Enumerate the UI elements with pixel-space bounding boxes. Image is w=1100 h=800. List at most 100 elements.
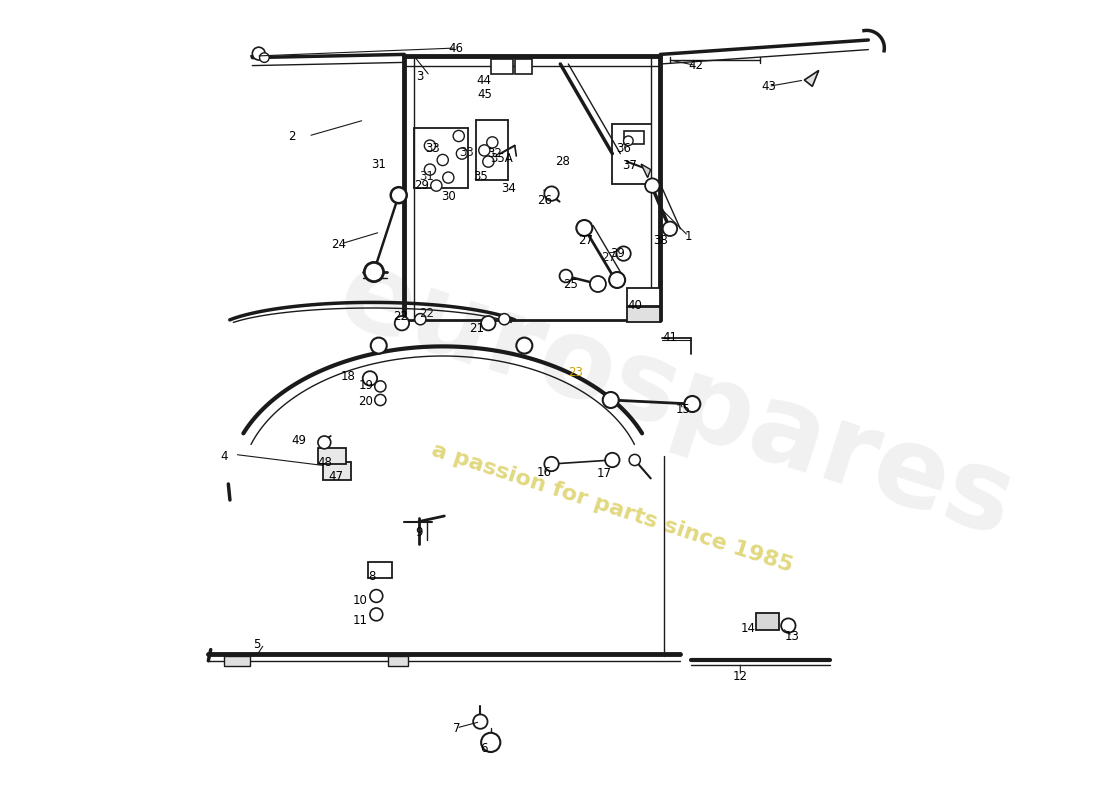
Text: 35: 35 <box>473 170 487 182</box>
Circle shape <box>605 453 619 467</box>
Circle shape <box>456 148 468 159</box>
Circle shape <box>375 381 386 392</box>
Bar <box>627 288 660 306</box>
Circle shape <box>252 47 265 60</box>
Text: 35A: 35A <box>491 152 514 165</box>
Circle shape <box>486 137 498 148</box>
Text: 43: 43 <box>761 80 776 93</box>
Text: 12: 12 <box>733 670 748 682</box>
Circle shape <box>684 396 701 412</box>
Text: 11: 11 <box>353 614 367 626</box>
Text: 38: 38 <box>653 234 668 246</box>
Bar <box>322 462 351 480</box>
Text: 45: 45 <box>477 88 492 101</box>
Polygon shape <box>641 164 651 178</box>
Circle shape <box>425 140 436 151</box>
Text: 49: 49 <box>292 434 306 446</box>
Circle shape <box>425 164 436 175</box>
Circle shape <box>363 371 377 386</box>
Circle shape <box>609 272 625 288</box>
Text: 21: 21 <box>469 322 484 334</box>
Text: 5: 5 <box>253 638 260 650</box>
Circle shape <box>431 180 442 191</box>
Bar <box>388 656 408 666</box>
Text: 39: 39 <box>610 247 626 260</box>
Text: 23: 23 <box>568 366 583 378</box>
Circle shape <box>415 314 426 325</box>
Text: 44: 44 <box>476 74 492 86</box>
Text: a passion for parts since 1985: a passion for parts since 1985 <box>429 440 795 576</box>
Text: 31: 31 <box>372 158 386 170</box>
Circle shape <box>603 392 618 408</box>
Text: 1: 1 <box>684 230 692 242</box>
Text: 16: 16 <box>537 466 552 478</box>
Text: 34: 34 <box>500 182 516 194</box>
Circle shape <box>364 262 384 282</box>
Text: 47: 47 <box>329 470 344 482</box>
Circle shape <box>590 276 606 292</box>
Bar <box>224 656 250 666</box>
Text: 33: 33 <box>460 146 474 158</box>
Text: 31: 31 <box>419 170 435 182</box>
Circle shape <box>370 608 383 621</box>
Circle shape <box>544 457 559 471</box>
Circle shape <box>442 172 454 183</box>
Text: 8: 8 <box>368 570 376 582</box>
Text: 15: 15 <box>675 403 690 416</box>
Circle shape <box>483 156 494 167</box>
Text: 41: 41 <box>662 331 678 344</box>
Bar <box>368 562 393 578</box>
Circle shape <box>616 246 630 261</box>
Text: 36: 36 <box>616 142 631 154</box>
Circle shape <box>516 338 532 354</box>
Circle shape <box>481 316 495 330</box>
Circle shape <box>645 178 660 193</box>
Text: 2: 2 <box>288 130 296 142</box>
Text: 28: 28 <box>556 155 570 168</box>
Polygon shape <box>804 70 818 86</box>
Text: 32: 32 <box>487 147 503 160</box>
Circle shape <box>478 145 490 156</box>
Circle shape <box>781 618 795 633</box>
Text: 18: 18 <box>341 370 355 382</box>
Text: 42: 42 <box>689 59 704 72</box>
Circle shape <box>624 136 634 146</box>
Circle shape <box>375 394 386 406</box>
Bar <box>625 131 645 144</box>
Bar <box>318 448 345 464</box>
Text: 10: 10 <box>353 594 367 606</box>
Circle shape <box>576 220 592 236</box>
Text: 22: 22 <box>393 310 408 322</box>
Text: 40: 40 <box>627 299 642 312</box>
Circle shape <box>371 338 387 354</box>
Text: 9: 9 <box>415 526 422 538</box>
Circle shape <box>662 222 678 236</box>
Text: 27: 27 <box>601 251 616 264</box>
Text: 7: 7 <box>452 722 460 734</box>
Text: 4: 4 <box>221 450 228 462</box>
Text: 48: 48 <box>317 456 332 469</box>
Bar <box>627 307 660 322</box>
Text: 37: 37 <box>623 159 637 172</box>
Circle shape <box>629 454 640 466</box>
Text: 20: 20 <box>359 395 373 408</box>
Text: 22: 22 <box>419 307 435 320</box>
Text: 33: 33 <box>425 142 440 154</box>
Text: 17: 17 <box>597 467 612 480</box>
Circle shape <box>544 186 559 201</box>
Text: 13: 13 <box>785 630 800 642</box>
Bar <box>757 613 779 630</box>
Text: 24: 24 <box>331 238 346 250</box>
Circle shape <box>473 714 487 729</box>
Bar <box>515 59 532 74</box>
Text: 30: 30 <box>441 190 455 202</box>
Text: 26: 26 <box>537 194 552 206</box>
Text: 6: 6 <box>481 742 488 754</box>
Text: 29: 29 <box>415 179 429 192</box>
Circle shape <box>260 53 270 62</box>
Circle shape <box>318 436 331 449</box>
Bar <box>491 59 513 74</box>
Text: 14: 14 <box>740 622 756 634</box>
Text: 25: 25 <box>563 278 579 290</box>
Circle shape <box>437 154 449 166</box>
